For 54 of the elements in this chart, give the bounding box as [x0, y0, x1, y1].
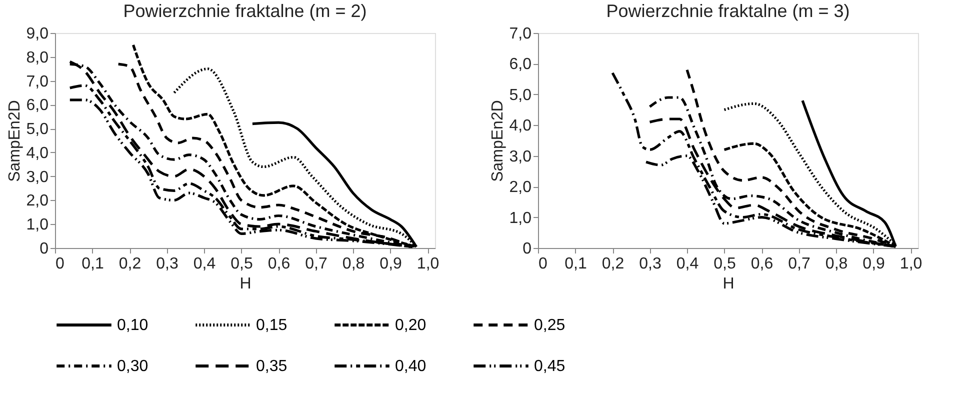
x-tick-label: 0,6 [750, 256, 774, 272]
y-tick-label: 5,0 [509, 86, 532, 104]
legend-label: 0,45 [534, 358, 566, 375]
chart-title: Powierzchnie fraktalne (m = 3) [606, 1, 850, 21]
x-tick-label: 1,0 [416, 256, 440, 272]
x-tick-label: 0,5 [714, 256, 736, 272]
y-tick-label: 2,0 [26, 192, 49, 210]
y-tick-label: 0 [522, 240, 532, 258]
y-tick-label: 2,0 [509, 179, 532, 196]
x-tick-label: 0,5 [230, 256, 253, 272]
x-tick-label: 0,7 [788, 256, 811, 272]
y-tick-label: 3,0 [509, 148, 532, 166]
x-tick-label: 0,2 [118, 256, 142, 272]
x-tick-label: 0,3 [639, 256, 662, 272]
x-tick-label: 0 [538, 256, 548, 272]
legend-label: 0,15 [256, 317, 288, 334]
y-tick-label: 8,0 [26, 49, 49, 66]
x-tick-label: 0 [56, 256, 64, 272]
y-tick-label: 9,0 [26, 26, 49, 42]
x-tick-label: 0,2 [602, 256, 624, 272]
legend-label: 0,20 [395, 317, 426, 334]
y-tick-label: 7,0 [26, 73, 49, 90]
y-tick-label: 4,0 [26, 144, 49, 162]
x-tick-label: 0,6 [268, 256, 290, 272]
x-tick-label: 0,9 [862, 256, 886, 272]
y-tick-label: 5,0 [26, 121, 49, 138]
legend-label: 0,10 [117, 317, 148, 334]
legend-label: 0,25 [534, 317, 566, 334]
x-tick-label: 0,4 [193, 256, 216, 272]
legend-label: 0,35 [256, 358, 288, 375]
y-axis-title: SampEn2D [6, 100, 24, 182]
y-axis-title: SampEn2D [489, 100, 506, 182]
y-tick-label: 6,0 [26, 97, 49, 114]
chart-title: Powierzchnie fraktalne (m = 2) [123, 1, 367, 21]
legend-label: 0,30 [117, 358, 148, 375]
y-tick-label: 7,0 [509, 26, 532, 42]
x-tick-label: 0,3 [156, 256, 178, 272]
y-tick-label: 3,0 [26, 168, 49, 186]
x-axis-title: H [240, 276, 252, 292]
x-axis-title: H [722, 276, 734, 292]
x-tick-label: 0,9 [380, 256, 402, 272]
x-tick-label: 1,0 [900, 256, 922, 272]
x-tick-label: 0,8 [342, 256, 365, 272]
y-tick-label: 6,0 [509, 56, 532, 74]
x-tick-label: 0,8 [825, 256, 848, 272]
y-tick-label: 1,0 [509, 210, 532, 227]
y-tick-label: 4,0 [509, 118, 532, 135]
legend-label: 0,40 [395, 358, 426, 375]
x-tick-label: 0,7 [305, 256, 328, 272]
x-tick-label: 0,1 [564, 256, 587, 272]
y-tick-label: 1,0 [26, 216, 49, 234]
x-tick-label: 0,4 [676, 256, 699, 272]
x-tick-label: 0,1 [82, 256, 104, 272]
y-tick-label: 0 [40, 240, 49, 258]
